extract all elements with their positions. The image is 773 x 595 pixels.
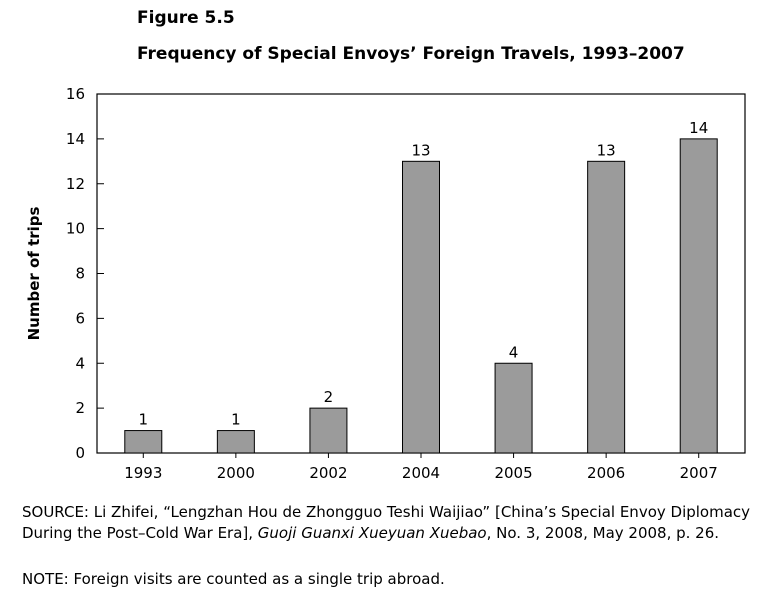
bar-2007: [679, 138, 718, 454]
y-tick-label: 14: [66, 130, 85, 148]
source-note: SOURCE: Li Zhifei, “Lengzhan Hou de Zhon…: [22, 502, 762, 544]
source-journal: Guoji Guanxi Xueyuan Xuebao: [257, 524, 487, 542]
source-text: SOURCE: Li Zhifei, “Lengzhan Hou de Zhon…: [22, 503, 751, 542]
data-label-2002: 2: [324, 388, 334, 406]
data-label-2005: 4: [509, 343, 519, 361]
bar-2000: [216, 430, 255, 454]
x-tick-label-2000: 2000: [217, 464, 255, 482]
source-citation: , No. 3, 2008, May 2008, p. 26.: [486, 524, 720, 542]
bar-chart: 0 2 4 6 8 10 12 14 16 Number of trips 1 1993 1 2000 2 2…: [25, 85, 746, 482]
figure-number: Figure 5.5: [137, 8, 235, 28]
figure-title: Frequency of Special Envoys’ Foreign Tra…: [137, 44, 685, 64]
data-label-2007: 14: [689, 119, 708, 137]
y-tick-label: 2: [75, 399, 85, 417]
data-label-2004: 13: [411, 141, 430, 159]
y-tick-label: 8: [75, 265, 85, 283]
y-tick-label: 10: [66, 220, 85, 238]
x-tick-label-2007: 2007: [680, 464, 718, 482]
y-tick-label: 16: [66, 85, 85, 103]
y-tick-label: 12: [66, 175, 85, 193]
bar-1993: [124, 430, 163, 454]
data-label-2006: 13: [597, 141, 616, 159]
bar-2002: [309, 407, 348, 454]
x-tick-label-2002: 2002: [309, 464, 347, 482]
x-tick-label-2006: 2006: [587, 464, 625, 482]
bar-2005: [494, 362, 533, 454]
data-label-2000: 1: [231, 411, 241, 429]
y-tick-label: 0: [75, 444, 85, 462]
footnote: NOTE: Foreign visits are counted as a si…: [22, 570, 445, 588]
data-label-1993: 1: [139, 411, 149, 429]
x-tick-label-1993: 1993: [124, 464, 162, 482]
y-tick-label: 4: [75, 354, 85, 372]
y-tick-label: 6: [75, 309, 85, 327]
bar-2004: [402, 160, 440, 454]
bar-2006: [587, 160, 626, 454]
x-tick-label-2004: 2004: [402, 464, 440, 482]
y-axis-label: Number of trips: [25, 207, 43, 341]
x-tick-label-2005: 2005: [494, 464, 532, 482]
